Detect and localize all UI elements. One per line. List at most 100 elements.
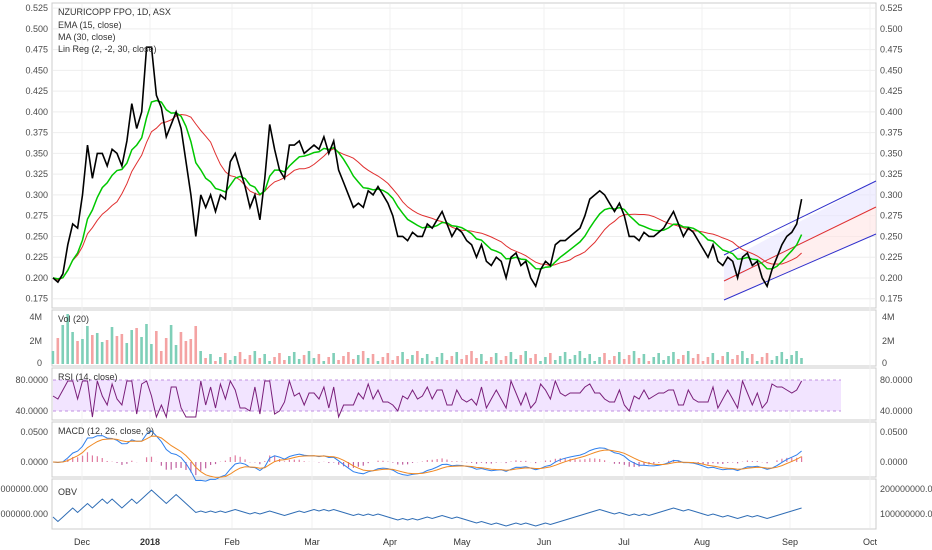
price-tick: 0.425 [25, 86, 48, 96]
price-tick: 0.225 [880, 252, 903, 262]
price-tick: 0.275 [25, 211, 48, 221]
macd-hist-bar [298, 459, 300, 462]
macd-hist-bar [431, 459, 433, 462]
volume-bar [105, 340, 109, 364]
vol-tick: 0 [882, 358, 887, 368]
volume-bar [189, 339, 193, 364]
volume-bar [297, 359, 301, 364]
macd-hist-bar [210, 462, 212, 465]
volume-bar [460, 359, 463, 364]
price-tick: 0.375 [880, 128, 903, 138]
volume-bar [480, 354, 483, 364]
macd-hist-bar [288, 459, 290, 462]
macd-hist-bar [86, 452, 89, 462]
volume-bar [115, 336, 119, 364]
macd-hist-bar [633, 462, 635, 467]
volume-bar [677, 359, 680, 364]
macd-hist-bar [618, 462, 620, 464]
volume-bar [81, 339, 84, 364]
chart-title: NZURICOPP FPO, 1D, ASX [58, 7, 171, 17]
volume-bar [391, 360, 395, 364]
rsi-tick: 80.0000 [880, 375, 913, 385]
price-path [52, 46, 803, 289]
volume-bar [337, 360, 340, 364]
volume-bar [430, 361, 434, 364]
volume-bar [450, 356, 454, 364]
volume-bar [100, 342, 104, 364]
macd-hist-bar [239, 456, 241, 462]
price-tick: 0.450 [25, 65, 48, 75]
vol-label: Vol (20) [58, 314, 89, 324]
volume-bar [731, 359, 734, 364]
rsi-tick: 40.0000 [880, 406, 913, 416]
volume-bar [219, 357, 222, 364]
volume-bar [741, 351, 744, 364]
price-tick: 0.175 [880, 294, 903, 304]
price-tick: 0.450 [880, 65, 903, 75]
volume-bar [706, 357, 710, 364]
volume-bar [647, 361, 651, 364]
macd-hist-bar [274, 456, 276, 462]
macd-hist-bar [170, 462, 172, 470]
volume-bar [253, 351, 257, 364]
macd-hist-bar [116, 462, 118, 463]
macd-hist-bar [544, 460, 547, 462]
volume-bar [504, 356, 508, 364]
macd-hist-bar [515, 460, 517, 462]
volume-bar [406, 359, 409, 364]
macd-tick: 0.0500 [880, 427, 908, 437]
macd-hist-bar [407, 462, 409, 465]
macd-hist-bar [613, 462, 616, 464]
volume-bar [263, 354, 266, 364]
time-tick: Apr [383, 537, 397, 547]
macd-hist-bar [756, 460, 758, 462]
volume-bar [544, 357, 547, 364]
price-tick: 0.175 [25, 294, 48, 304]
macd-hist-bar [727, 462, 729, 463]
macd-hist-bar [643, 462, 645, 466]
macd-hist-bar [658, 462, 660, 463]
obv-tick: 100000000.000 [0, 509, 48, 519]
volume-bar [312, 358, 316, 364]
macd-hist-bar [574, 459, 576, 462]
volume-bar [233, 356, 237, 364]
macd-hist-bar [549, 460, 552, 462]
obv-line [52, 489, 802, 527]
volume-bar [534, 354, 537, 364]
volume-bar [214, 361, 217, 364]
volume-bar [95, 333, 99, 364]
macd-hist-bar [736, 462, 739, 464]
volume-bar [519, 355, 523, 364]
price-tick: 0.375 [25, 128, 48, 138]
volume-bar [416, 351, 419, 364]
volume-bar [514, 359, 518, 364]
volume-bar [475, 358, 478, 364]
volume-bar [356, 355, 360, 364]
volume-bar [765, 353, 769, 364]
macd-hist-bar [382, 460, 384, 462]
volume-bar [662, 360, 665, 364]
volume-bar [573, 355, 577, 364]
price-tick: 0.300 [25, 190, 48, 200]
macd-hist-bar [668, 460, 670, 462]
volume-bar [711, 353, 715, 364]
volume-bar [238, 352, 242, 364]
macd-hist-bar [131, 460, 133, 462]
macd-hist-bar [776, 460, 778, 462]
macd-hist-bar [628, 462, 630, 467]
macd-signal [52, 435, 802, 478]
price-tick: 0.275 [880, 211, 903, 221]
macd-hist-bar [717, 462, 719, 464]
macd-hist-bar [584, 459, 586, 462]
time-tick: Mar [304, 537, 320, 547]
macd-hist-bar [505, 462, 507, 464]
volume-bar [71, 332, 74, 364]
time-tick: Sep [782, 537, 798, 547]
volume-bar [61, 325, 65, 364]
volume-bar [228, 360, 232, 364]
legend-ema: EMA (15, close) [58, 20, 122, 30]
macd-hist-bar [766, 462, 768, 464]
macd-hist-bar [441, 458, 443, 462]
volume-bar [775, 356, 779, 364]
macd-hist-bar [81, 455, 84, 462]
